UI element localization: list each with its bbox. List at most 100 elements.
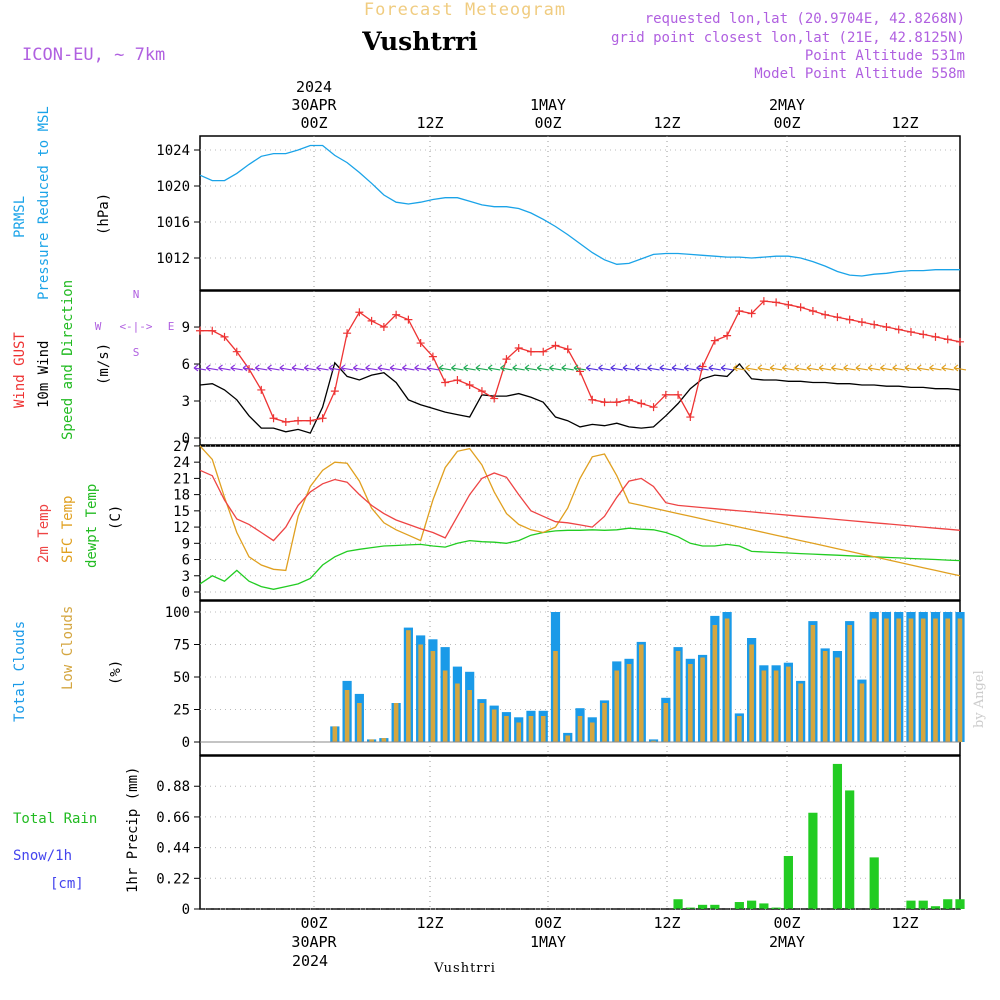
wind-direction-arrow <box>794 364 807 372</box>
wind-panel-frame <box>199 290 961 446</box>
low-clouds-bar <box>442 670 448 742</box>
low-clouds-bar <box>565 735 571 742</box>
wind-label-10m: 10m Wind <box>36 341 52 408</box>
wind-direction-arrow <box>352 364 366 372</box>
gust-marker <box>808 307 817 316</box>
temp2m-series-line <box>199 469 961 542</box>
wind-direction-arrow <box>880 364 893 372</box>
temp-label-dewpt: dewpt Temp <box>84 484 100 568</box>
pressure-label-msl: Pressure Reduced to MSL <box>36 106 52 300</box>
wind-direction-arrow <box>451 364 464 372</box>
temp-tick-label: 3 <box>182 569 190 585</box>
precip-bar <box>918 900 928 909</box>
bottom-date-label: 1MAY <box>530 933 566 951</box>
grid-point-coords: grid point closest lon,lat (21E, 42.8125… <box>611 30 965 46</box>
wind-direction-arrow <box>561 364 574 372</box>
precip-ylabel: 1hr Precip (mm) <box>125 767 141 893</box>
clouds-unit: (%) <box>108 660 124 685</box>
low-clouds-bar <box>773 670 779 742</box>
low-clouds-bar <box>357 703 362 742</box>
wind-direction-arrow <box>402 364 415 372</box>
bottom-tick-label: 00Z <box>534 914 561 932</box>
gust-marker <box>281 417 290 426</box>
pressure-tick-label: 1024 <box>156 143 190 159</box>
gust-marker <box>196 326 204 335</box>
wind-direction-arrow <box>598 364 611 372</box>
bottom-tick-label: 12Z <box>891 914 918 932</box>
wind-direction-arrow <box>831 364 844 372</box>
precip-bar <box>771 907 781 909</box>
gust-marker <box>821 310 830 319</box>
low-clouds-bar <box>700 657 705 742</box>
precip-bar <box>759 903 769 909</box>
low-clouds-bar <box>884 618 889 742</box>
pressure-unit: (hPa) <box>96 193 112 235</box>
temp-tick-label: 15 <box>173 504 190 520</box>
gust-marker <box>710 336 719 345</box>
low-clouds-bar <box>540 716 546 742</box>
low-clouds-bar <box>516 722 522 742</box>
precip-bar <box>845 790 855 909</box>
low-clouds-bar <box>688 664 693 742</box>
wind-direction-arrow <box>218 364 231 372</box>
wind-direction-arrow <box>647 364 660 372</box>
precip-label-snow: Snow/1h <box>13 848 72 864</box>
wind-tick-label: 9 <box>182 320 190 336</box>
wind-unit: (m/s) <box>96 343 112 385</box>
precip-bar <box>710 904 720 909</box>
pressure-tick-label: 1012 <box>156 251 190 267</box>
gust-marker <box>796 303 805 312</box>
gust-marker <box>502 355 511 364</box>
low-clouds-bar <box>344 690 350 742</box>
wind-direction-arrow <box>377 364 390 372</box>
top-tick-label: 12Z <box>416 114 443 132</box>
top-tick-label: 12Z <box>653 114 680 132</box>
low-clouds-bar <box>798 683 803 742</box>
low-clouds-bar <box>638 644 644 742</box>
gust-marker <box>943 335 952 344</box>
top-tick-label: 00Z <box>534 114 561 132</box>
model-altitude: Model Point Altitude 558m <box>754 66 965 82</box>
gust-marker <box>441 378 450 387</box>
gust-marker <box>416 339 425 348</box>
low-clouds-bar <box>418 644 423 742</box>
wind-direction-arrow <box>536 364 550 372</box>
low-clouds-bar <box>822 651 828 742</box>
gust-marker <box>600 398 609 407</box>
wind-direction-arrow <box>267 364 280 372</box>
compass-n: N <box>133 288 140 301</box>
clouds-label-total: Total Clouds <box>12 621 28 722</box>
low-clouds-bar <box>871 618 877 742</box>
low-clouds-bar <box>479 703 485 742</box>
bottom-tick-label: 00Z <box>300 914 327 932</box>
gust-marker <box>919 330 928 339</box>
wind-tick-label: 6 <box>182 357 190 373</box>
wind-direction-arrow <box>929 364 942 372</box>
gust-marker <box>661 390 670 399</box>
precip-bar <box>808 812 818 909</box>
clouds-label-low: Low Clouds <box>60 606 76 690</box>
wind-direction-arrow <box>438 364 452 372</box>
wind-direction-arrow <box>414 364 427 372</box>
gust-marker <box>477 387 486 396</box>
precip-bar <box>930 906 941 909</box>
wind-direction-arrow <box>904 364 918 372</box>
bottom-year-label: 2024 <box>292 952 328 970</box>
wind-direction-arrow <box>671 364 685 372</box>
product-title: Forecast Meteogram <box>364 0 566 20</box>
wind-direction-arrow <box>242 364 256 372</box>
top-date-label: 30APR <box>291 96 337 114</box>
gust-marker <box>379 323 388 332</box>
gust-marker <box>306 416 315 425</box>
gust-marker <box>637 399 646 408</box>
low-clouds-bar <box>810 625 816 742</box>
wind-direction-arrow <box>193 364 207 372</box>
low-clouds-bar <box>467 690 472 742</box>
precip-bar <box>832 763 843 909</box>
pressure-tick-label: 1020 <box>156 179 190 195</box>
wind-direction-arrow <box>696 364 709 372</box>
wind-direction-arrow <box>622 364 636 372</box>
top-year-label: 2024 <box>296 78 332 96</box>
wind-direction-arrow <box>941 364 954 372</box>
low-clouds-bar <box>528 716 534 742</box>
